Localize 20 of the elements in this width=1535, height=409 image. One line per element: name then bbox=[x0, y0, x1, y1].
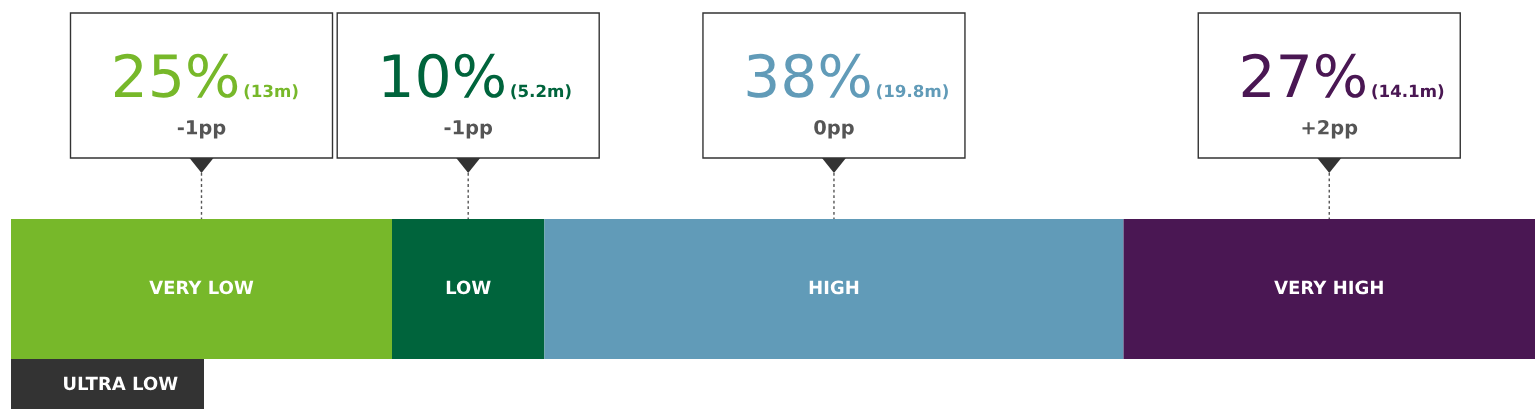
text: -1pp bbox=[444, 120, 493, 139]
bar bbox=[392, 219, 545, 359]
series-label: LOW bbox=[446, 280, 491, 295]
data-label: 25% bbox=[115, 53, 238, 98]
bar bbox=[544, 219, 1124, 359]
text: -1pp bbox=[177, 120, 226, 139]
data-label: 38% bbox=[747, 53, 870, 98]
text: (13m) bbox=[244, 84, 298, 100]
text: +2pp bbox=[1302, 119, 1358, 139]
bar bbox=[1123, 219, 1535, 359]
series-label: VERY LOW bbox=[149, 280, 254, 295]
text: (5.2m) bbox=[511, 84, 571, 100]
text: (19.8m) bbox=[877, 84, 948, 100]
text: 0pp bbox=[814, 119, 854, 139]
text: ULTRA LOW bbox=[64, 376, 178, 391]
data-label: 27% bbox=[1242, 53, 1365, 98]
series-label: HIGH bbox=[809, 280, 859, 295]
data-label: 10% bbox=[383, 53, 504, 98]
text: (14.1m) bbox=[1372, 84, 1444, 100]
series-label: VERY HIGH bbox=[1274, 280, 1383, 295]
